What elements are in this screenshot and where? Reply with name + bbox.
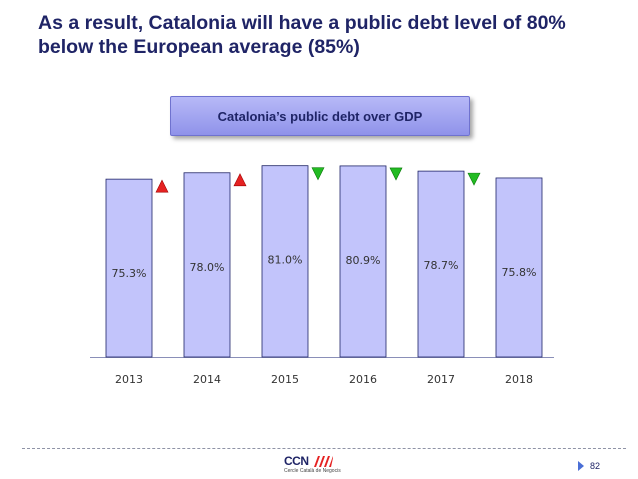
x-tick-2014: 2014 xyxy=(193,373,221,386)
page-number: 82 xyxy=(590,461,601,471)
x-tick-2016: 2016 xyxy=(349,373,377,386)
page-arrow-icon xyxy=(578,461,584,471)
x-tick-2017: 2017 xyxy=(427,373,455,386)
page-number-group: 82 xyxy=(578,461,600,471)
bar-2018 xyxy=(495,177,543,358)
data-label-2016: 80.9% xyxy=(346,254,381,267)
data-label-2014: 78.0% xyxy=(190,261,225,274)
bar-2014 xyxy=(183,172,231,358)
chart-title-banner: Catalonia’s public debt over GDP xyxy=(170,96,470,136)
logo-subtitle: Cercle Català de Negocis xyxy=(284,468,341,474)
data-label-2017: 78.7% xyxy=(424,259,459,272)
footer-divider xyxy=(22,448,626,449)
bar-2017 xyxy=(417,170,465,358)
x-tick-2013: 2013 xyxy=(115,373,143,386)
logo-text: CCN xyxy=(284,454,309,468)
ccn-logo: CCN Cercle Català de Negocis xyxy=(284,454,356,476)
bar-2013 xyxy=(105,178,153,358)
slide-title: As a result, Catalonia will have a publi… xyxy=(38,12,566,58)
trend-down-icon-2016 xyxy=(389,167,403,181)
x-tick-2018: 2018 xyxy=(505,373,533,386)
bar-2016 xyxy=(339,165,387,358)
trend-down-icon-2017 xyxy=(467,172,481,186)
data-label-2018: 75.8% xyxy=(502,266,537,279)
trend-up-icon-2013 xyxy=(155,179,169,193)
logo-stripes-icon xyxy=(314,456,333,467)
chart-title: Catalonia’s public debt over GDP xyxy=(217,108,423,124)
x-tick-2015: 2015 xyxy=(271,373,299,386)
trend-down-icon-2015 xyxy=(311,167,325,181)
bar-2015 xyxy=(261,165,309,358)
trend-up-icon-2014 xyxy=(233,173,247,187)
data-label-2015: 81.0% xyxy=(268,254,303,267)
data-label-2013: 75.3% xyxy=(112,267,147,280)
